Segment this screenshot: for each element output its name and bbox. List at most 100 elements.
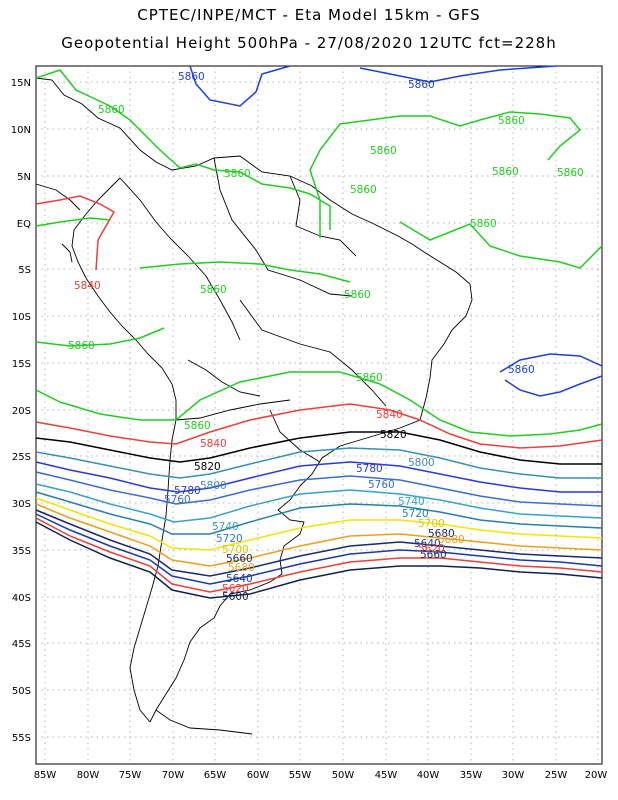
- contour-5740: [35, 483, 603, 523]
- lon-tick-label: 80W: [77, 770, 100, 781]
- contour-label: 5860: [178, 71, 205, 83]
- lon-tick-label: 55W: [289, 770, 312, 781]
- contour-label: 5800: [408, 457, 435, 469]
- lat-tick-label: 5N: [17, 172, 31, 183]
- lat-tick-label: EQ: [17, 219, 31, 230]
- contour-label: 5860: [200, 284, 227, 296]
- contour-label: 5700: [418, 518, 445, 530]
- contour-label: 5860: [470, 218, 497, 230]
- lat-tick-label: 40S: [12, 593, 31, 604]
- contour-label: 5660: [226, 553, 253, 565]
- contour-label: 5700: [222, 544, 249, 556]
- contour-label: 5840: [376, 409, 403, 421]
- contour-label: 5860: [98, 104, 125, 116]
- contour-label: 5860: [370, 145, 397, 157]
- contour-5660: [35, 509, 603, 577]
- lon-tick-label: 20W: [585, 770, 608, 781]
- contour-5860-green-north: [35, 69, 582, 238]
- lon-tick-label: 30W: [502, 770, 525, 781]
- contour-5620: [35, 517, 603, 593]
- contour-5720: [35, 491, 603, 535]
- lat-tick-label: 10N: [11, 125, 31, 136]
- contour-labels: 5860 5860 5860 5860 5860 5860 5860 5860 …: [68, 71, 584, 603]
- coastlines: [35, 77, 473, 735]
- contour-5820: [35, 431, 602, 465]
- contour-label: 5740: [398, 496, 425, 508]
- contour-label: 5860: [344, 289, 371, 301]
- contour-label: 5680: [438, 534, 465, 546]
- lat-tick-label: 35S: [12, 546, 31, 557]
- graticule: [36, 66, 602, 764]
- contour-label: 5860: [508, 364, 535, 376]
- contour-label: 5860: [184, 420, 211, 432]
- contour-5680: [35, 503, 603, 567]
- contour-label: 5680: [428, 528, 455, 540]
- contour-5760: [35, 471, 603, 507]
- contour-label: 5780: [356, 463, 383, 475]
- contour-label: 5760: [164, 494, 191, 506]
- contour-label: 5860: [224, 168, 251, 180]
- lon-tick-label: 75W: [119, 770, 142, 781]
- contour-5640: [35, 513, 603, 585]
- contour-label: 5840: [200, 438, 227, 450]
- lat-tick-label: 15S: [12, 359, 31, 370]
- contour-label: 5860: [408, 79, 435, 91]
- contour-label: 5860: [356, 372, 383, 384]
- lon-tick-label: 25W: [545, 770, 568, 781]
- contour-5700: [35, 497, 603, 551]
- lat-tick-label: 5S: [18, 265, 31, 276]
- contour-5840: [35, 403, 603, 449]
- lon-tick-label: 45W: [375, 770, 398, 781]
- contour-label: 5820: [380, 429, 407, 441]
- lon-tick-label: 70W: [162, 770, 185, 781]
- longitude-axis: 85W 80W 75W 70W 65W 60W 55W 50W 45W 40W …: [34, 770, 608, 781]
- lat-tick-label: 25S: [12, 452, 31, 463]
- lon-tick-label: 35W: [460, 770, 483, 781]
- contour-label: 5640: [414, 538, 441, 550]
- contour-label: 5860: [68, 340, 95, 352]
- lat-tick-label: 50S: [12, 686, 31, 697]
- lat-tick-label: 15N: [11, 78, 31, 89]
- contour-label: 5680: [228, 562, 255, 574]
- lon-tick-label: 85W: [34, 770, 57, 781]
- contour-5600: [35, 521, 603, 599]
- lon-tick-label: 60W: [247, 770, 270, 781]
- contour-label: 5840: [74, 280, 101, 292]
- contour-label: 5660: [420, 549, 447, 561]
- lat-tick-label: 20S: [12, 406, 31, 417]
- contour-label: 5800: [200, 480, 227, 492]
- contour-label: 5860: [492, 166, 519, 178]
- contour-lines: [35, 65, 603, 599]
- lon-tick-label: 65W: [204, 770, 227, 781]
- contour-5860-blue-atlantic: [499, 353, 603, 397]
- latitude-axis: 15N 10N 5N EQ 5S 10S 15S 20S 25S 30S 35S…: [11, 78, 31, 744]
- contour-label: 5860: [557, 167, 584, 179]
- lat-tick-label: 30S: [12, 499, 31, 510]
- lon-tick-label: 40W: [417, 770, 440, 781]
- contour-label: 5720: [216, 533, 243, 545]
- contour-5860-green-mid: [35, 217, 603, 283]
- lat-tick-label: 45S: [12, 639, 31, 650]
- contour-5860-blue: [189, 65, 557, 107]
- contour-label: 5720: [402, 508, 429, 520]
- contour-label: 5620: [222, 583, 249, 595]
- map-subtitle: Geopotential Height 500hPa - 27/08/2020 …: [61, 34, 557, 52]
- contour-label: 5740: [212, 521, 239, 533]
- lon-tick-label: 50W: [332, 770, 355, 781]
- contour-5800: [35, 447, 602, 479]
- lat-tick-label: 10S: [12, 312, 31, 323]
- contour-label: 5600: [222, 591, 249, 603]
- contour-label: 5640: [226, 573, 253, 585]
- contour-label: 5780: [174, 485, 201, 497]
- contour-5860-green-south: [35, 327, 603, 437]
- lat-tick-label: 55S: [12, 733, 31, 744]
- contour-5840-west: [35, 195, 116, 271]
- map-title: CPTEC/INPE/MCT - Eta Model 15km - GFS: [137, 6, 481, 24]
- contour-label: 5760: [368, 479, 395, 491]
- contour-label: 5860: [350, 184, 377, 196]
- contour-label: 5620: [418, 543, 445, 555]
- contour-label: 5860: [498, 115, 525, 127]
- contour-label: 5820: [194, 461, 221, 473]
- contour-5780: [35, 461, 602, 493]
